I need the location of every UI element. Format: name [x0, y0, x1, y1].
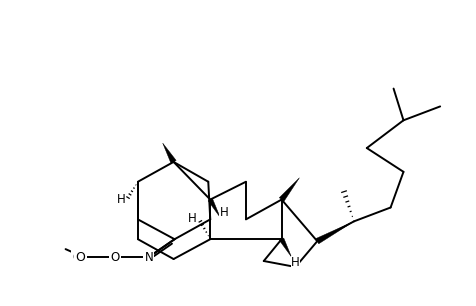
Polygon shape: [163, 143, 176, 163]
Text: H: H: [291, 256, 300, 270]
Text: H: H: [188, 212, 197, 225]
Text: O: O: [76, 251, 85, 263]
Text: H: H: [117, 193, 126, 206]
Polygon shape: [279, 238, 291, 257]
Polygon shape: [279, 178, 299, 201]
Text: O: O: [72, 251, 81, 263]
Text: N: N: [144, 251, 153, 263]
Text: H: H: [220, 206, 228, 219]
Text: O: O: [110, 251, 120, 263]
Polygon shape: [316, 221, 354, 244]
Polygon shape: [208, 198, 220, 217]
